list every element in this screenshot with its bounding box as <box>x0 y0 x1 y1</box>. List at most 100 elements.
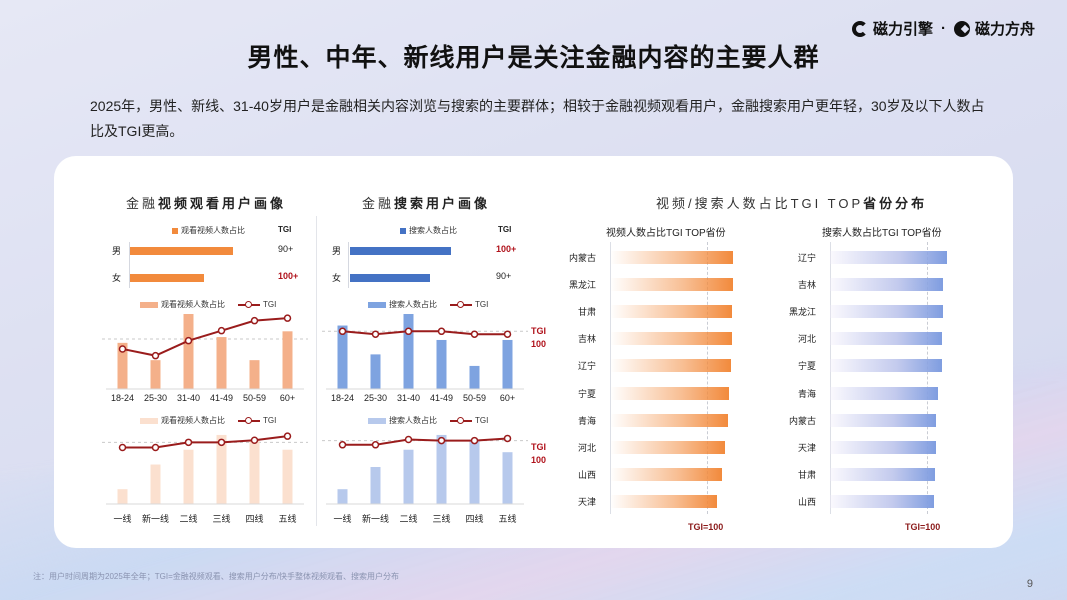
province-bar <box>830 250 947 264</box>
x-tick-label: 31-40 <box>176 393 201 403</box>
search-city-x-labels: 一线 新一线 二线 三线 四线 五线 <box>326 512 524 525</box>
province-row: 宁夏 <box>776 359 943 373</box>
province-label: 青海 <box>577 415 596 426</box>
x-tick-label: 50-59 <box>242 393 267 403</box>
x-tick-label: 50-59 <box>462 393 487 403</box>
video-province-tgi-label: TGI=100 <box>688 522 724 532</box>
category-label: 女 <box>332 273 342 283</box>
video-city-chart <box>102 430 308 505</box>
search-age-chart <box>322 314 528 390</box>
province-label: 黑龙江 <box>788 306 816 317</box>
legend-swatch <box>368 301 386 308</box>
province-label: 内蒙古 <box>568 252 596 263</box>
axis-line <box>610 242 611 514</box>
province-bar <box>830 386 939 400</box>
x-tick-label: 四线 <box>245 514 264 524</box>
panel-divider <box>316 216 317 526</box>
x-tick-label: 新一线 <box>141 514 169 524</box>
search-city-tgi-ref-label: TGI 100 <box>531 442 547 465</box>
province-bar <box>610 332 732 346</box>
page-title: 男性、中年、新线用户是关注金融内容的主要人群 <box>247 44 820 72</box>
video-province-subtitle: 视频人数占比TGI TOP省份 <box>606 228 726 239</box>
province-label: 吉林 <box>577 334 596 345</box>
category-label: 女 <box>112 273 122 283</box>
province-bar <box>610 304 732 318</box>
province-row: 甘肃 <box>556 304 732 318</box>
x-tick-label: 31-40 <box>396 393 421 403</box>
search-tgi-header: TGI <box>498 225 512 234</box>
x-tick-label: 25-30 <box>363 393 388 403</box>
province-label: 内蒙古 <box>788 415 816 426</box>
province-label: 山西 <box>577 470 596 481</box>
legend-line-icon <box>238 416 260 424</box>
province-row: 天津 <box>556 495 718 509</box>
gender-bar-row: 女 <box>332 271 430 284</box>
page-description: 2025年，男性、新线、31-40岁用户是金融相关内容浏览与搜索的主要群体；相较… <box>90 98 985 139</box>
category-label: 男 <box>332 246 342 256</box>
logo-right-text: 磁力方舟 <box>974 21 1035 38</box>
province-row: 辽宁 <box>556 359 731 373</box>
x-tick-label: 三线 <box>432 514 451 524</box>
video-age-chart <box>102 314 308 390</box>
search-province-tgi-label: TGI=100 <box>905 522 941 532</box>
province-bar <box>830 304 944 318</box>
legend-line-icon <box>450 416 472 424</box>
province-bar <box>610 359 731 373</box>
bar <box>130 273 205 282</box>
x-tick-label: 一线 <box>333 514 352 524</box>
legend-line-icon <box>450 300 472 308</box>
province-label: 辽宁 <box>577 361 596 372</box>
province-label: 天津 <box>577 497 596 508</box>
province-bar <box>830 277 944 291</box>
x-tick-label: 四线 <box>465 514 484 524</box>
province-row: 甘肃 <box>776 468 936 482</box>
tgi-value: 100+ <box>496 244 517 254</box>
province-row: 辽宁 <box>776 250 947 264</box>
province-label: 山西 <box>797 497 816 508</box>
x-tick-label: 三线 <box>212 514 231 524</box>
province-bar <box>610 386 729 400</box>
tgi-value: 90+ <box>496 271 512 281</box>
province-row: 山西 <box>556 468 723 482</box>
province-label: 天津 <box>797 442 816 453</box>
axis-line <box>830 242 831 514</box>
x-tick-label: 25-30 <box>143 393 168 403</box>
province-bar <box>830 332 943 346</box>
gender-bar-row: 女 <box>112 271 205 284</box>
province-label: 河北 <box>797 334 816 345</box>
legend-swatch <box>400 227 406 234</box>
province-bar <box>610 468 723 482</box>
search-age-tgi-ref-label: TGI 100 <box>531 326 547 349</box>
video-gender-legend: 观看视频人数占比 <box>172 225 245 236</box>
search-panel-title: 金融搜索用户画像 <box>362 196 491 211</box>
bar <box>350 273 430 282</box>
brand-logo: 磁力引擎 · 磁力方舟 <box>851 18 1035 39</box>
legend-swatch <box>140 301 158 308</box>
x-tick-label: 五线 <box>498 514 517 524</box>
content-card: 金融视频观看用户画像 观看视频人数占比 TGI 男 90+ 女 100+ 观看视频人数… <box>54 156 1013 548</box>
province-bar <box>830 440 937 454</box>
province-row: 山西 <box>776 495 934 509</box>
province-label: 宁夏 <box>577 388 596 399</box>
province-row: 黑龙江 <box>776 304 944 318</box>
province-bar <box>610 413 728 427</box>
province-bar <box>610 495 718 509</box>
province-label: 辽宁 <box>797 252 816 263</box>
x-tick-label: 60+ <box>279 393 296 403</box>
province-row: 河北 <box>556 440 725 454</box>
search-age-x-labels: 18-24 25-30 31-40 41-49 50-59 60+ <box>326 393 524 403</box>
gender-bar-row: 男 <box>332 244 451 257</box>
video-city-x-labels: 一线 新一线 二线 三线 四线 五线 <box>106 512 304 525</box>
video-age-legend: 观看视频人数占比 TGI <box>140 299 276 310</box>
search-city-legend: 搜索人数占比 TGI <box>368 415 488 426</box>
x-tick-label: 新一线 <box>361 514 389 524</box>
x-tick-label: 二线 <box>179 514 198 524</box>
province-row: 黑龙江 <box>556 277 733 291</box>
province-label: 甘肃 <box>797 470 816 481</box>
magnet-engine-logo-icon <box>851 20 868 37</box>
x-tick-label: 41-49 <box>209 393 234 403</box>
bar <box>350 246 451 255</box>
bar <box>130 246 233 255</box>
logo-separator: · <box>940 20 946 37</box>
category-label: 男 <box>112 246 122 256</box>
